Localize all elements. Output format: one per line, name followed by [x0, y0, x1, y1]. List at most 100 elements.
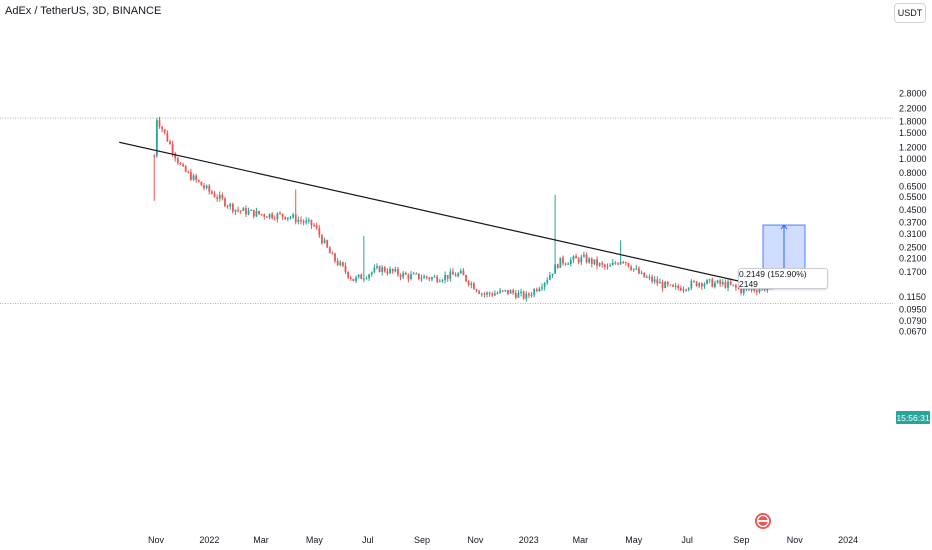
candle-body: [517, 292, 520, 298]
candle-body: [711, 279, 714, 287]
candle-body: [331, 253, 334, 255]
y-tick-label: 1.0000: [899, 154, 927, 164]
candle-body: [585, 254, 588, 263]
candle-body: [208, 185, 211, 192]
candle-body: [431, 277, 433, 280]
candle-body: [216, 197, 219, 199]
candle-body: [182, 164, 184, 167]
x-tick-label: 2023: [519, 535, 539, 545]
candle-body: [630, 266, 632, 270]
candle-body: [753, 288, 756, 291]
candle-body: [611, 262, 614, 266]
y-tick-label: 0.2100: [899, 254, 927, 264]
candle-body: [554, 264, 557, 274]
candle-body: [499, 290, 501, 293]
candle-body: [483, 293, 486, 295]
candle-body: [224, 198, 226, 207]
candle-body: [522, 291, 525, 299]
candle-body: [258, 210, 260, 215]
candle-body: [493, 293, 496, 296]
candle-body: [596, 259, 598, 266]
x-tick-label: Mar: [573, 535, 589, 545]
y-tick-label: 2.8000: [899, 88, 927, 98]
y-tick-label: 0.1150: [899, 292, 926, 302]
candle-body: [158, 120, 161, 127]
y-tick-label: 0.3100: [899, 229, 927, 239]
candle-body: [703, 283, 706, 287]
candle-body: [187, 171, 190, 173]
candle-body: [218, 194, 221, 199]
candle-body: [452, 271, 454, 275]
candle-body: [210, 191, 213, 194]
candle-body: [530, 294, 533, 296]
candle-body: [441, 280, 444, 282]
candle-body: [719, 280, 722, 284]
candle-body: [161, 126, 164, 130]
y-tick-label: 1.5000: [899, 128, 927, 138]
candle-body: [721, 282, 724, 284]
candle-body: [603, 264, 606, 267]
candle-body: [365, 278, 368, 280]
candle-body: [622, 261, 625, 263]
x-tick-label: Nov: [787, 535, 804, 545]
candle-body: [428, 277, 431, 280]
candle-body: [465, 275, 467, 282]
candle-body: [708, 279, 711, 281]
candle-body: [263, 214, 266, 217]
x-tick-label: Nov: [148, 535, 165, 545]
candle-body: [203, 185, 205, 188]
candle-body: [457, 273, 460, 277]
candle-body: [381, 267, 384, 273]
candle-body: [682, 289, 685, 291]
currency-button[interactable]: USDT: [894, 3, 926, 23]
candle-body: [153, 155, 156, 157]
tradingview-logo-icon[interactable]: [754, 512, 772, 530]
candle-body: [213, 193, 216, 198]
candle-body: [315, 225, 318, 229]
candle-body: [373, 267, 376, 273]
candle-body: [397, 268, 399, 275]
candle-body: [556, 264, 559, 268]
candle-body: [302, 221, 305, 223]
candle-body: [334, 253, 336, 261]
y-tick-label: 0.0670: [899, 327, 927, 337]
candle-body: [593, 259, 596, 264]
candle-body: [310, 219, 313, 226]
candle-body: [190, 172, 192, 180]
candle-body: [580, 256, 583, 263]
candle-body: [245, 208, 247, 215]
candle-body: [407, 274, 410, 279]
candle-body: [651, 276, 653, 282]
x-tick-label: Jul: [681, 535, 693, 545]
candle-body: [617, 263, 619, 265]
candle-body: [250, 209, 253, 211]
candle-body: [155, 120, 158, 156]
x-tick-label: Sep: [414, 535, 430, 545]
candle-body: [740, 288, 743, 294]
candle-body: [444, 274, 446, 281]
candle-body: [475, 289, 478, 292]
candle-body: [577, 258, 580, 263]
candle-body: [368, 274, 370, 279]
candle-body: [677, 285, 680, 289]
candle-body: [376, 266, 378, 268]
candle-body: [200, 181, 203, 186]
candle-body: [273, 218, 276, 220]
candle-body: [268, 213, 271, 218]
candle-body: [344, 265, 347, 272]
candle-body: [514, 292, 517, 298]
candle-body: [742, 288, 745, 294]
candle-body: [378, 266, 381, 273]
candle-body: [541, 287, 543, 289]
candle-body: [255, 210, 258, 217]
candle-body: [305, 220, 308, 223]
candle-body: [472, 283, 475, 290]
candle-body: [750, 288, 753, 290]
candle-body: [229, 203, 232, 207]
candle-body: [551, 273, 554, 276]
candle-body: [349, 277, 352, 279]
candle-body: [341, 262, 344, 266]
candle-body: [391, 268, 394, 272]
candle-body: [640, 272, 643, 274]
